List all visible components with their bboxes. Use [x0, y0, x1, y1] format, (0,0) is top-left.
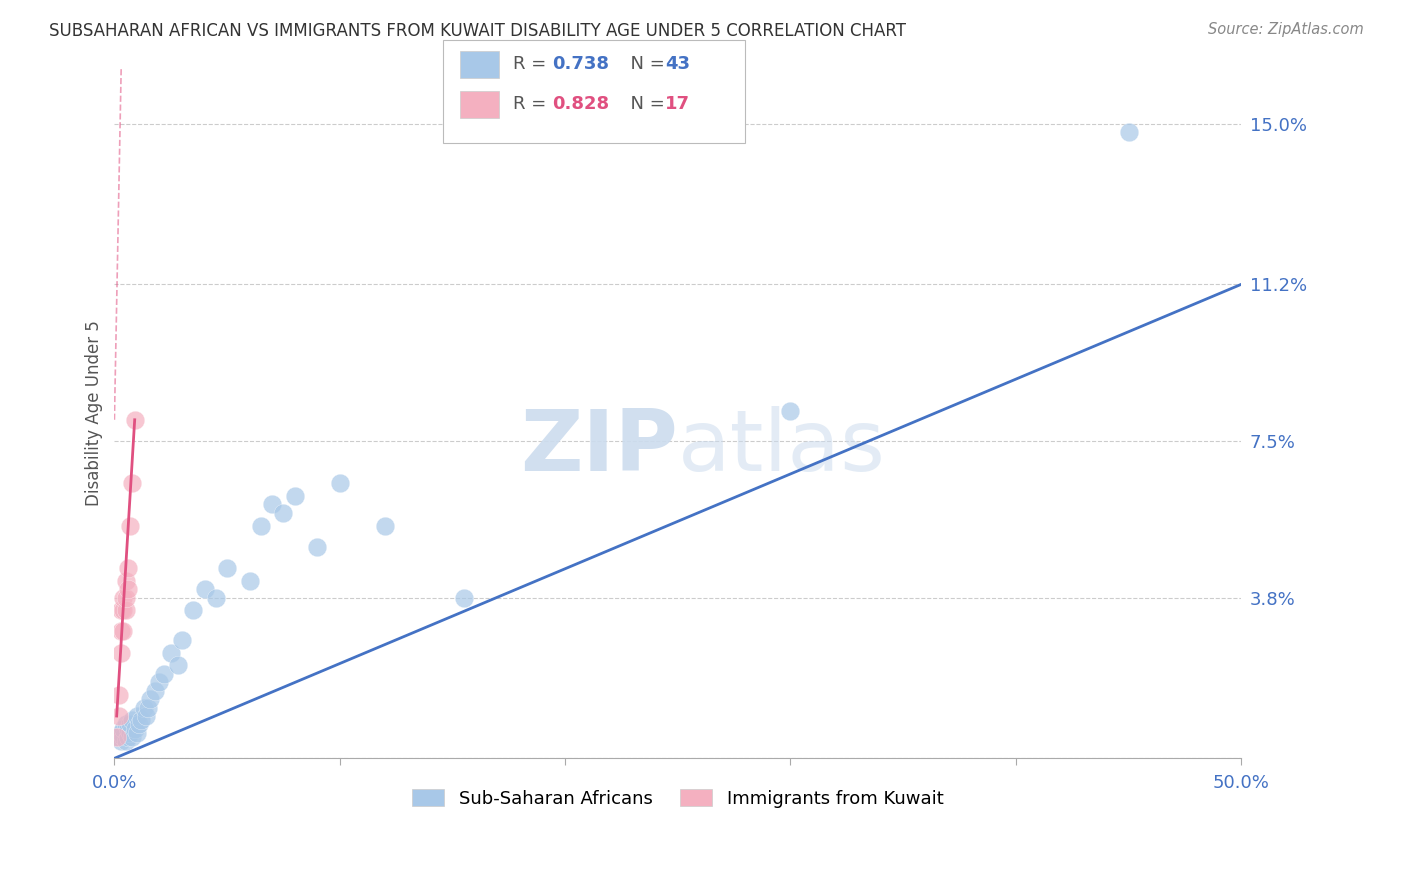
Point [108, 688, 131, 702]
Point [239, 574, 262, 588]
Point [110, 646, 132, 660]
Text: R =: R = [513, 55, 553, 73]
Point [120, 717, 142, 731]
Point [153, 666, 176, 681]
Point [110, 726, 132, 740]
Point [453, 591, 475, 605]
Point [114, 734, 136, 748]
Point [112, 603, 135, 617]
Text: 43: 43 [665, 55, 690, 73]
Point [139, 692, 162, 706]
Point [110, 624, 132, 639]
Text: 0.738: 0.738 [553, 55, 610, 73]
Point [1118, 125, 1140, 139]
Point [112, 722, 135, 736]
Point [121, 713, 143, 727]
Point [114, 591, 136, 605]
Point [329, 476, 352, 491]
Point [105, 730, 128, 744]
Point [132, 700, 155, 714]
Point [112, 624, 135, 639]
Point [136, 700, 159, 714]
Point [114, 574, 136, 588]
Point [112, 591, 135, 605]
Point [110, 603, 132, 617]
Point [117, 561, 139, 575]
Text: R =: R = [513, 95, 553, 113]
Point [374, 518, 396, 533]
Point [121, 476, 143, 491]
Point [273, 506, 295, 520]
Point [128, 717, 150, 731]
Point [148, 675, 170, 690]
Point [143, 683, 166, 698]
Text: N =: N = [619, 55, 671, 73]
Point [217, 561, 239, 575]
Point [131, 713, 153, 727]
Point [120, 518, 142, 533]
Point [170, 632, 193, 647]
Text: 0.828: 0.828 [553, 95, 610, 113]
Text: N =: N = [619, 95, 671, 113]
Point [250, 518, 273, 533]
Point [124, 413, 146, 427]
Text: ZIP: ZIP [520, 407, 678, 490]
Point [262, 497, 284, 511]
Point [114, 603, 136, 617]
Point [117, 730, 139, 744]
Point [110, 734, 132, 748]
Point [204, 591, 226, 605]
Point [112, 730, 135, 744]
Text: 17: 17 [665, 95, 690, 113]
Legend: Sub-Saharan Africans, Immigrants from Kuwait: Sub-Saharan Africans, Immigrants from Ku… [405, 781, 950, 815]
Point [108, 709, 131, 723]
Point [114, 717, 136, 731]
Point [125, 726, 148, 740]
Point [166, 658, 188, 673]
Text: SUBSAHARAN AFRICAN VS IMMIGRANTS FROM KUWAIT DISABILITY AGE UNDER 5 CORRELATION : SUBSAHARAN AFRICAN VS IMMIGRANTS FROM KU… [49, 22, 907, 40]
Point [117, 722, 139, 736]
Point [284, 489, 307, 503]
Text: Source: ZipAtlas.com: Source: ZipAtlas.com [1208, 22, 1364, 37]
Point [121, 730, 143, 744]
Point [193, 582, 215, 596]
Point [124, 722, 146, 736]
Point [108, 730, 131, 744]
Point [117, 582, 139, 596]
Point [125, 709, 148, 723]
Y-axis label: Disability Age Under 5: Disability Age Under 5 [86, 320, 103, 507]
Point [135, 709, 157, 723]
Point [779, 404, 801, 418]
Point [120, 726, 142, 740]
Point [307, 540, 329, 554]
Point [159, 646, 181, 660]
Text: atlas: atlas [678, 407, 886, 490]
Point [181, 603, 204, 617]
